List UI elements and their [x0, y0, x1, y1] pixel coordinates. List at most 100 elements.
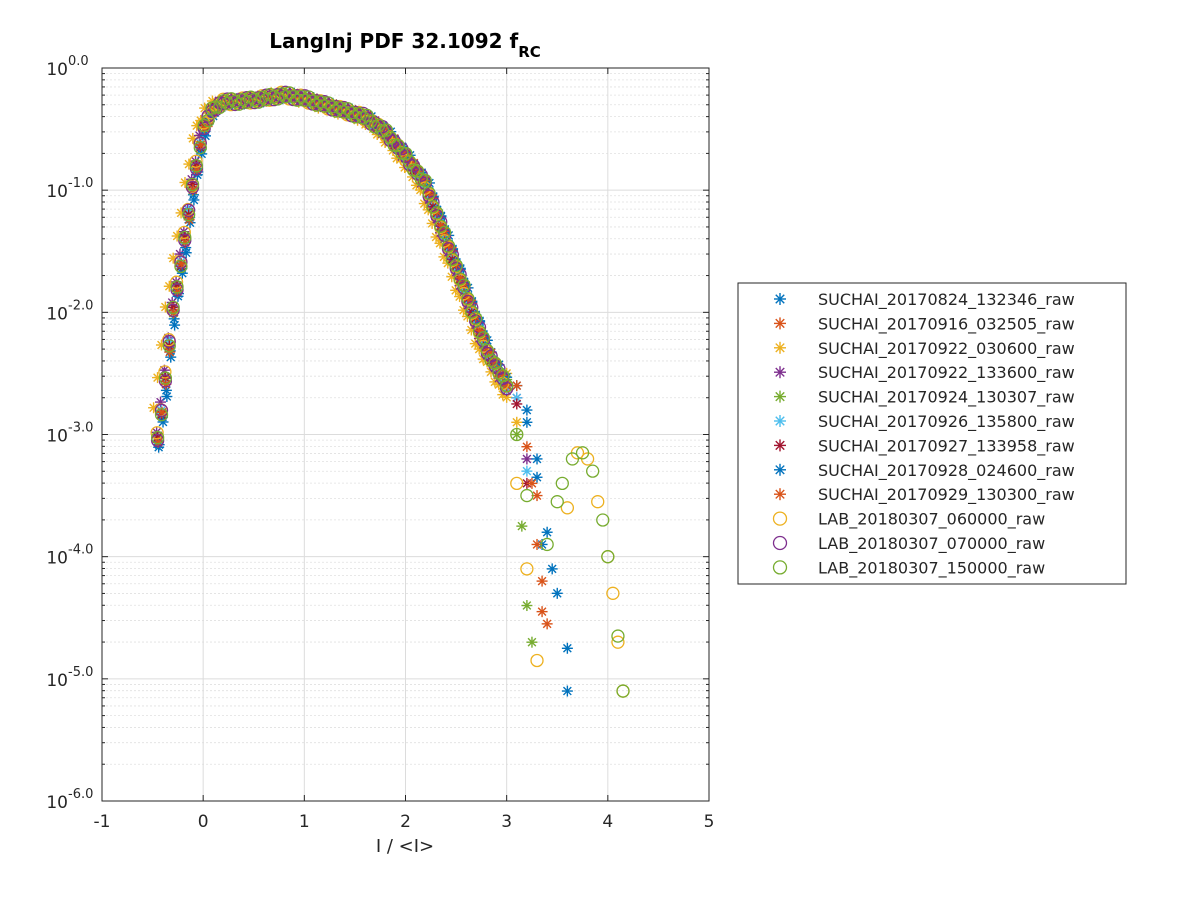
- data-point: [611, 635, 625, 649]
- data-point: [516, 520, 528, 532]
- legend-item: SUCHAI_20170929_130300_raw: [774, 485, 1075, 505]
- legend-item: SUCHAI_20170924_130307_raw: [774, 388, 1075, 408]
- data-point: [521, 465, 533, 477]
- data-point: [521, 453, 533, 465]
- data-point: [201, 113, 215, 128]
- data-point: [449, 258, 463, 273]
- data-point: [189, 162, 204, 176]
- data-point: [391, 138, 405, 153]
- legend-label: SUCHAI_20170922_133600_raw: [818, 363, 1075, 383]
- x-tick-label: -1: [94, 812, 111, 832]
- data-point: [437, 225, 452, 240]
- legend-item: SUCHAI_20170916_032505_raw: [774, 314, 1075, 334]
- data-point: [189, 159, 204, 173]
- data-point: [182, 207, 196, 222]
- data-point: [352, 107, 366, 121]
- x-tick-label: 0: [198, 812, 209, 832]
- data-point: [158, 371, 173, 385]
- data-point: [399, 146, 413, 161]
- data-point: [185, 177, 200, 192]
- data-point: [251, 95, 266, 109]
- data-point: [511, 398, 523, 410]
- legend-item: SUCHAI_20170927_133958_raw: [774, 436, 1075, 456]
- data-point: [282, 86, 297, 100]
- legend-marker: [774, 390, 786, 403]
- legend-label: SUCHAI_20170922_030600_raw: [818, 339, 1075, 359]
- data-point: [500, 378, 514, 393]
- data-point: [484, 353, 498, 368]
- data-point: [418, 173, 432, 188]
- data-point: [148, 402, 160, 414]
- legend-item: LAB_20180307_060000_raw: [772, 510, 1045, 530]
- data-point: [383, 130, 397, 145]
- legend-item: SUCHAI_20170928_024600_raw: [774, 461, 1075, 481]
- data-point: [468, 311, 483, 325]
- data-point: [321, 96, 335, 110]
- data-point: [294, 89, 308, 104]
- data-point: [313, 95, 328, 109]
- chart-title: LangInj PDF 32.1092 fRC: [269, 29, 541, 61]
- x-tick-label: 4: [602, 812, 613, 832]
- legend-marker: [772, 560, 788, 575]
- legend-marker: [774, 341, 786, 354]
- legend-marker: [774, 415, 786, 427]
- data-point: [616, 684, 630, 698]
- data-point: [395, 142, 409, 156]
- y-tick-exponent: -1.0: [68, 176, 93, 191]
- data-point: [185, 180, 200, 195]
- data-point: [154, 408, 169, 422]
- data-point: [596, 513, 610, 527]
- data-point: [606, 586, 620, 600]
- data-point: [197, 121, 211, 136]
- legend-marker: [772, 535, 788, 551]
- legend-label: SUCHAI_20170916_032505_raw: [818, 314, 1075, 334]
- data-point: [480, 346, 494, 361]
- data-point: [306, 94, 320, 108]
- data-point: [166, 303, 180, 317]
- legend-item: SUCHAI_20170922_030600_raw: [774, 339, 1075, 359]
- legend-label: SUCHAI_20170929_130300_raw: [818, 485, 1075, 505]
- data-point: [341, 102, 355, 116]
- legend-marker: [774, 293, 786, 305]
- data-point: [546, 563, 558, 575]
- legend-label: SUCHAI_20170928_024600_raw: [818, 461, 1075, 481]
- legend-item: LAB_20180307_150000_raw: [772, 558, 1045, 578]
- y-tick-exponent: 0.0: [68, 54, 89, 69]
- data-point: [476, 331, 491, 345]
- data-point: [150, 433, 165, 448]
- legend-label: SUCHAI_20170924_130307_raw: [818, 388, 1075, 408]
- data-point: [278, 89, 293, 104]
- data-point: [193, 140, 207, 155]
- data-point: [232, 97, 246, 111]
- data-point: [325, 100, 339, 114]
- data-point: [165, 351, 177, 363]
- legend-label: SUCHAI_20170926_135800_raw: [818, 412, 1075, 432]
- legend-label: LAB_20180307_070000_raw: [818, 534, 1045, 554]
- data-point: [521, 404, 533, 416]
- data-point: [174, 259, 188, 274]
- data-point: [410, 164, 425, 178]
- axis-ticks: [101, 67, 710, 802]
- data-point: [511, 429, 523, 440]
- data-point: [575, 446, 590, 460]
- data-point: [501, 391, 513, 403]
- legend-marker: [772, 511, 788, 526]
- data-point: [536, 606, 548, 618]
- data-point: [520, 488, 534, 503]
- legend-marker: [774, 488, 786, 501]
- data-point: [213, 100, 227, 115]
- data-point: [178, 230, 192, 245]
- data-point: [162, 339, 176, 353]
- data-point: [541, 618, 553, 630]
- data-point: [531, 453, 543, 465]
- legend-box: [737, 282, 1127, 585]
- data-point: [391, 141, 405, 156]
- data-point: [387, 138, 401, 152]
- legend-marker: [774, 463, 786, 476]
- data-point: [551, 587, 563, 599]
- legend-item: LAB_20180307_070000_raw: [772, 534, 1045, 554]
- legend-marker: [774, 366, 786, 379]
- data-point: [521, 600, 533, 612]
- legend-marker: [774, 439, 786, 452]
